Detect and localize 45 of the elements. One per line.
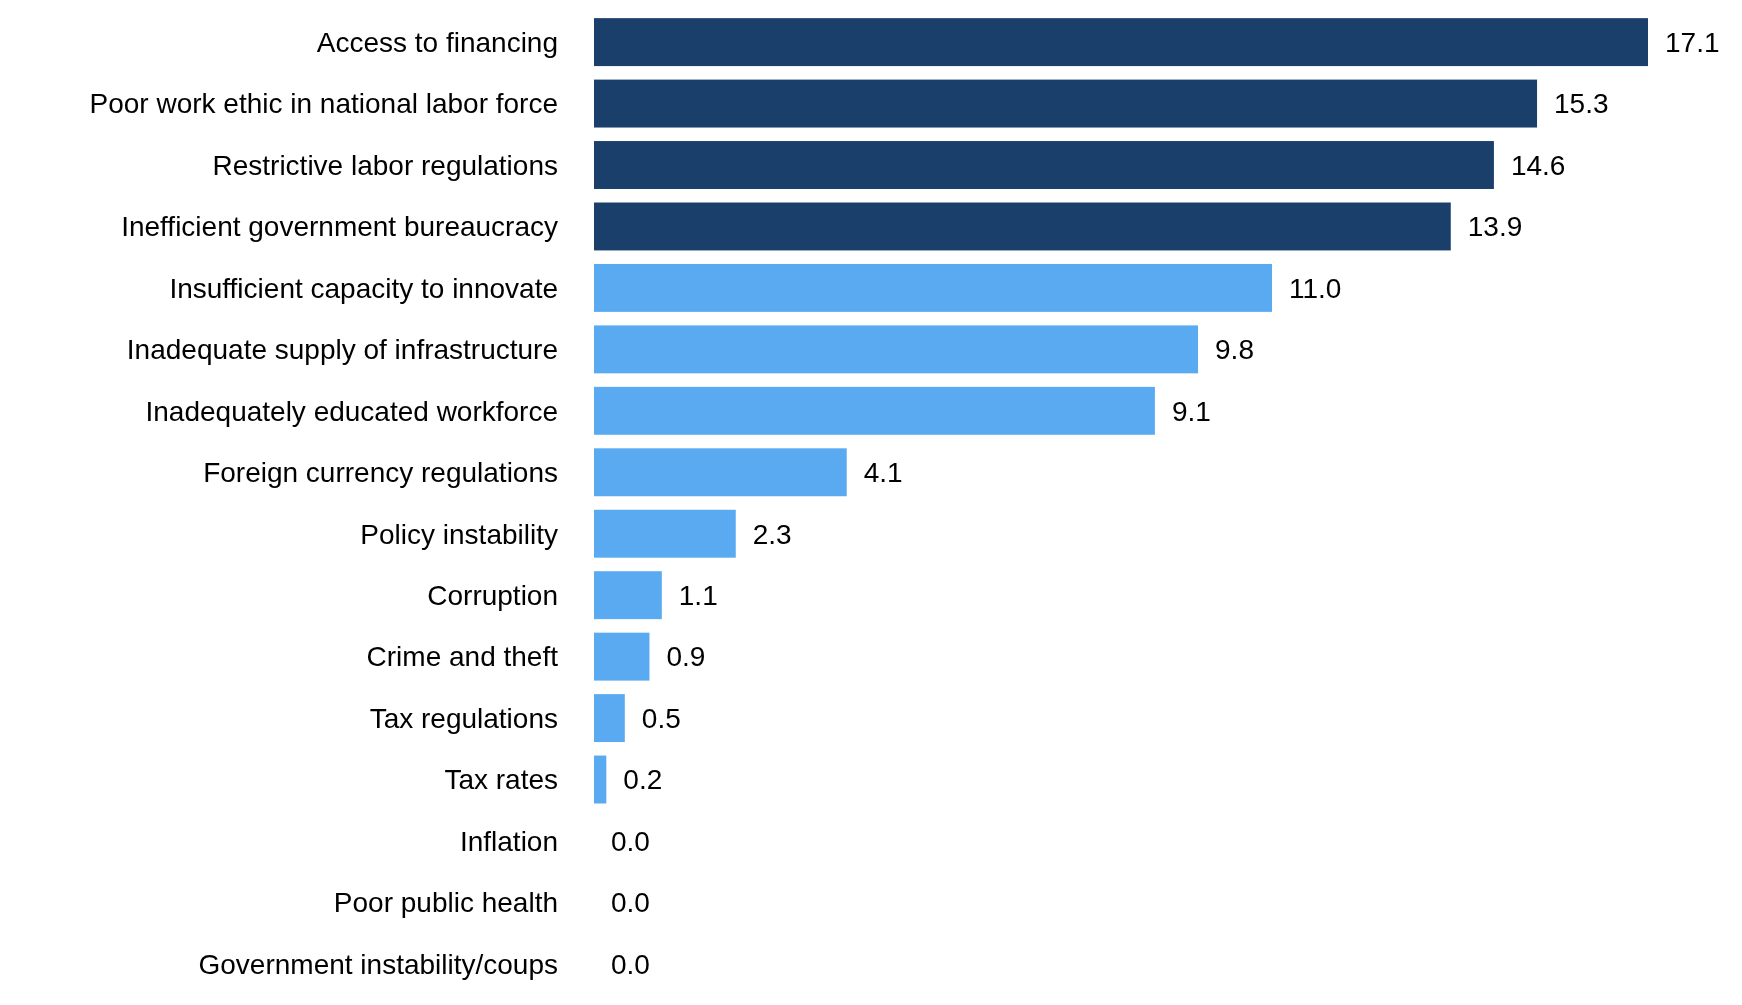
bar: [594, 694, 625, 743]
data-label: 14.6: [1510, 149, 1566, 181]
bar: [594, 571, 662, 620]
bar: [594, 79, 1538, 128]
y-tick-label: Inflation: [459, 825, 558, 857]
bar: [594, 448, 847, 497]
data-label: 4.1: [863, 457, 903, 489]
y-tick-label: Access to financing: [316, 26, 558, 58]
y-tick-label: Inadequately educated workforce: [145, 395, 558, 427]
y-tick-label: Crime and theft: [366, 641, 559, 673]
bar: [594, 325, 1199, 374]
data-label: 0.2: [623, 764, 663, 796]
y-tick-label: Tax rates: [444, 764, 558, 796]
bar: [594, 755, 607, 804]
bar: [594, 263, 1273, 312]
y-tick-label: Policy instability: [360, 518, 558, 550]
y-tick-label: Tax regulations: [369, 702, 558, 734]
y-tick-label: Inadequate supply of infrastructure: [126, 334, 558, 366]
data-label: 0.0: [611, 948, 650, 980]
data-label: 11.0: [1289, 272, 1342, 304]
data-label: 9.8: [1215, 334, 1254, 366]
data-label: 0.0: [611, 825, 650, 857]
data-label: 1.1: [678, 579, 718, 611]
data-label: 17.1: [1665, 26, 1720, 58]
bar: [594, 632, 650, 681]
y-tick-label: Poor public health: [333, 887, 558, 919]
bar: [594, 18, 1648, 67]
data-label: 15.3: [1554, 88, 1609, 120]
y-tick-label: Restrictive labor regulations: [212, 149, 558, 181]
data-label: 0.9: [666, 641, 706, 673]
data-label: 0.5: [641, 702, 681, 734]
bar: [594, 141, 1494, 189]
data-label: 2.3: [752, 518, 792, 550]
y-tick-label: Foreign currency regulations: [203, 457, 558, 489]
bar: [594, 509, 736, 558]
bar: [594, 386, 1155, 435]
y-tick-label: Insufficient capacity to innovate: [169, 272, 558, 304]
data-label: 9.1: [1171, 395, 1211, 427]
bar: [594, 202, 1451, 251]
data-label: 0.0: [611, 887, 650, 919]
y-tick-label: Government instability/coups: [198, 948, 558, 980]
data-label: 13.9: [1467, 211, 1523, 243]
y-tick-label: Corruption: [427, 579, 558, 611]
y-tick-label: Poor work ethic in national labor force: [89, 88, 558, 120]
y-tick-label: Inefficient government bureaucracy: [121, 211, 558, 243]
